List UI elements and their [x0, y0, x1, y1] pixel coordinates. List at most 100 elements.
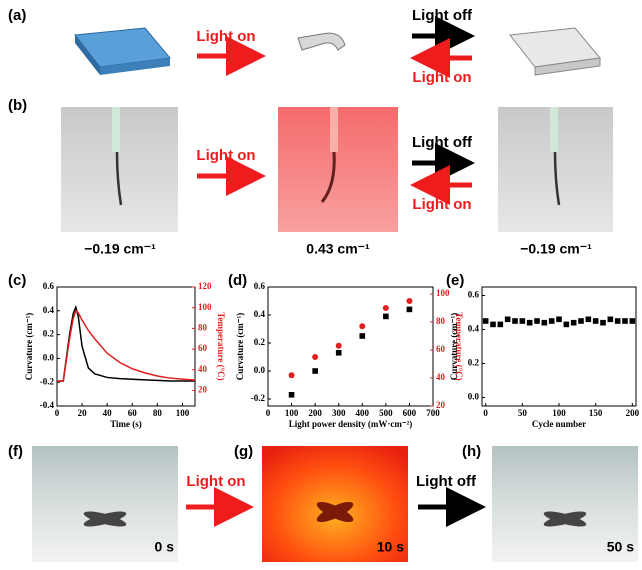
- point: [406, 298, 412, 304]
- film-flat: [510, 28, 600, 75]
- point: [512, 318, 518, 324]
- holder: [330, 107, 338, 152]
- point: [571, 320, 577, 326]
- y2-tick-label: 100: [198, 302, 212, 312]
- panel-label: (c): [8, 272, 26, 289]
- time-label: 50 s: [607, 539, 634, 555]
- plot-frame: [57, 287, 195, 406]
- y-tick-label: -0.2: [40, 376, 55, 386]
- x-tick-label: 0: [266, 408, 271, 418]
- curvature-caption: 0.43 cm⁻¹: [306, 241, 370, 257]
- arrow-label: Light off: [416, 473, 477, 490]
- x-tick-label: 60: [128, 408, 138, 418]
- panel-label: (h): [462, 443, 481, 460]
- point: [556, 317, 562, 323]
- y-tick-label: 0.4: [43, 305, 55, 315]
- x-axis-label: Cycle number: [532, 419, 586, 429]
- point: [289, 392, 295, 398]
- y2-tick-label: 100: [436, 288, 450, 298]
- point: [608, 317, 614, 323]
- y2-tick-label: 40: [436, 372, 446, 382]
- point: [505, 317, 511, 323]
- y-tick-label: 0.4: [254, 309, 266, 319]
- point: [586, 317, 592, 323]
- point: [630, 318, 636, 324]
- point: [564, 322, 570, 328]
- y-tick-label: -0.2: [251, 393, 266, 403]
- y-axis-label: Curvature (cm⁻¹): [235, 313, 245, 381]
- point: [312, 368, 318, 374]
- point: [578, 318, 584, 324]
- line: [57, 307, 195, 381]
- holder: [112, 107, 120, 152]
- curvature-caption: −0.19 cm⁻¹: [520, 241, 592, 257]
- x-tick-label: 300: [332, 408, 346, 418]
- y2-tick-label: 80: [198, 322, 208, 332]
- y2-tick-label: 120: [198, 281, 212, 291]
- plot-frame: [482, 287, 636, 406]
- x-axis-label: Time (s): [110, 419, 142, 429]
- plot-frame: [268, 287, 433, 406]
- point: [383, 305, 389, 311]
- point: [359, 333, 365, 339]
- point: [593, 318, 599, 324]
- y-tick-label: -0.4: [40, 400, 55, 410]
- point: [336, 350, 342, 356]
- y-tick-label: 0.4: [468, 324, 480, 334]
- y2-tick-label: 60: [198, 343, 208, 353]
- x-tick-label: 400: [356, 408, 370, 418]
- arrow-label: Light on: [186, 473, 245, 490]
- y-tick-label: 0.0: [254, 365, 266, 375]
- x-tick-label: 80: [153, 408, 163, 418]
- point: [383, 314, 389, 320]
- y-tick-label: 0.6: [254, 281, 266, 291]
- arrow-label: Light on: [196, 28, 255, 45]
- x-tick-label: 100: [285, 408, 299, 418]
- figure: (a) (b) (c) (d) (e) (f) (g) (h) Light on…: [0, 0, 642, 570]
- y-tick-label: 0.6: [468, 290, 480, 300]
- point: [520, 318, 526, 324]
- time-label: 10 s: [377, 539, 404, 555]
- point: [483, 318, 489, 324]
- arrow-label: Light on: [412, 196, 471, 213]
- panel-label: (d): [228, 272, 247, 289]
- panel-label: (f): [8, 443, 23, 460]
- x-tick-label: 50: [518, 408, 528, 418]
- y-tick-label: 0.2: [468, 358, 480, 368]
- point: [312, 354, 318, 360]
- x-tick-label: 150: [589, 408, 603, 418]
- point: [498, 322, 504, 328]
- y-tick-label: 0.0: [468, 392, 480, 402]
- y2-tick-label: 20: [198, 385, 208, 395]
- y-tick-label: 0.2: [43, 329, 55, 339]
- x-tick-label: 0: [55, 408, 60, 418]
- film-striped: [75, 28, 170, 75]
- point: [359, 323, 365, 329]
- x-tick-label: 40: [103, 408, 113, 418]
- x-tick-label: 200: [626, 408, 640, 418]
- y2-tick-label: 40: [198, 364, 208, 374]
- y-tick-label: 0.2: [254, 337, 266, 347]
- y-tick-label: 0.0: [43, 352, 55, 362]
- point: [336, 343, 342, 349]
- y2-tick-label: 60: [436, 344, 446, 354]
- point: [622, 318, 628, 324]
- time-label: 0 s: [155, 539, 175, 555]
- line: [57, 311, 195, 381]
- y2-tick-label: 20: [436, 400, 446, 410]
- y-tick-label: 0.6: [43, 281, 55, 291]
- x-tick-label: 100: [176, 408, 190, 418]
- y2-axis-label: Temperature (°C): [216, 312, 226, 380]
- point: [490, 322, 496, 328]
- x-tick-label: 100: [552, 408, 566, 418]
- panel-label: (g): [234, 443, 253, 460]
- point: [534, 318, 540, 324]
- x-tick-label: 500: [379, 408, 393, 418]
- point: [542, 320, 548, 326]
- arrow-label: Light off: [412, 7, 473, 24]
- arrow-label: Light off: [412, 134, 473, 151]
- point: [615, 318, 621, 324]
- panel-label: (a): [8, 7, 26, 24]
- point: [549, 318, 555, 324]
- y2-tick-label: 80: [436, 316, 446, 326]
